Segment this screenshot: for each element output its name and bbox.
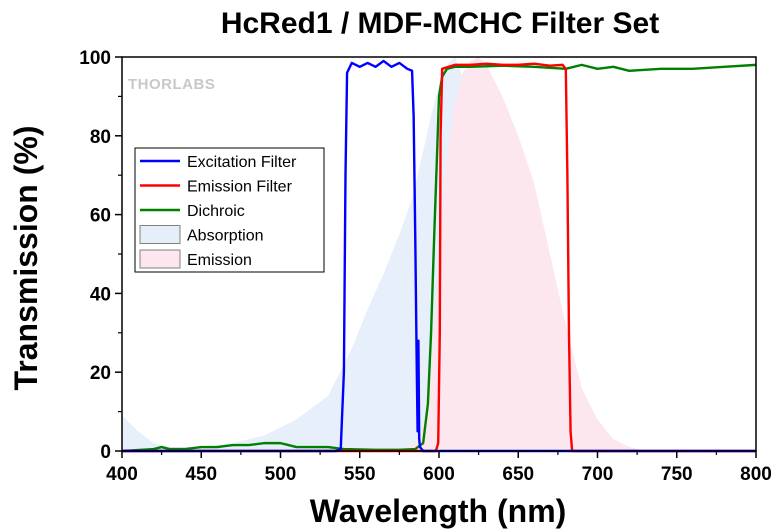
series-dichroic-line (121, 63, 757, 453)
series-excitation-filter-line (122, 59, 756, 453)
legend-label-absorption: Absorption (187, 228, 264, 245)
y-tick-label: 0 (100, 442, 111, 463)
y-tick-label: 80 (90, 127, 111, 148)
x-tick-label: 600 (423, 464, 455, 485)
x-tick-label: 450 (185, 464, 217, 485)
line-series-layer (121, 59, 757, 453)
y-tick-label: 20 (90, 363, 111, 384)
y-axis-ticks: 0 20 40 60 80 100 (79, 48, 122, 463)
y-tick-label: 60 (90, 206, 111, 227)
thorlabs-watermark: THORLABS (128, 76, 215, 93)
x-tick-label: 400 (106, 464, 138, 485)
y-axis-label: Transmission (%) (8, 126, 44, 391)
y-tick-label: 100 (79, 48, 111, 69)
y-tick-label: 40 (90, 284, 111, 305)
series-emission-filter-line (122, 62, 756, 453)
x-tick-label: 550 (344, 464, 376, 485)
x-tick-label: 650 (502, 464, 534, 485)
legend-label-dichroic: Dichroic (187, 203, 245, 220)
x-tick-label: 800 (740, 464, 772, 485)
legend-swatch-emission (139, 249, 181, 269)
chart-legend: Excitation Filter Emission Filter Dichroic… (134, 147, 325, 273)
x-axis-label: Wavelength (nm) (310, 493, 567, 529)
x-tick-label: 700 (582, 464, 614, 485)
legend-swatch-absorption (139, 225, 181, 244)
chart-title: HcRed1 / MDF-MCHC Filter Set (221, 7, 659, 40)
legend-label-emission: Emission (187, 252, 252, 269)
x-tick-label: 750 (661, 464, 693, 485)
legend-label-excitation-filter: Excitation Filter (187, 154, 297, 171)
x-tick-label: 500 (265, 464, 297, 485)
x-axis-ticks: 400 450 500 550 600 650 700 750 800 (106, 451, 772, 485)
legend-label-emission-filter: Emission Filter (187, 179, 293, 196)
